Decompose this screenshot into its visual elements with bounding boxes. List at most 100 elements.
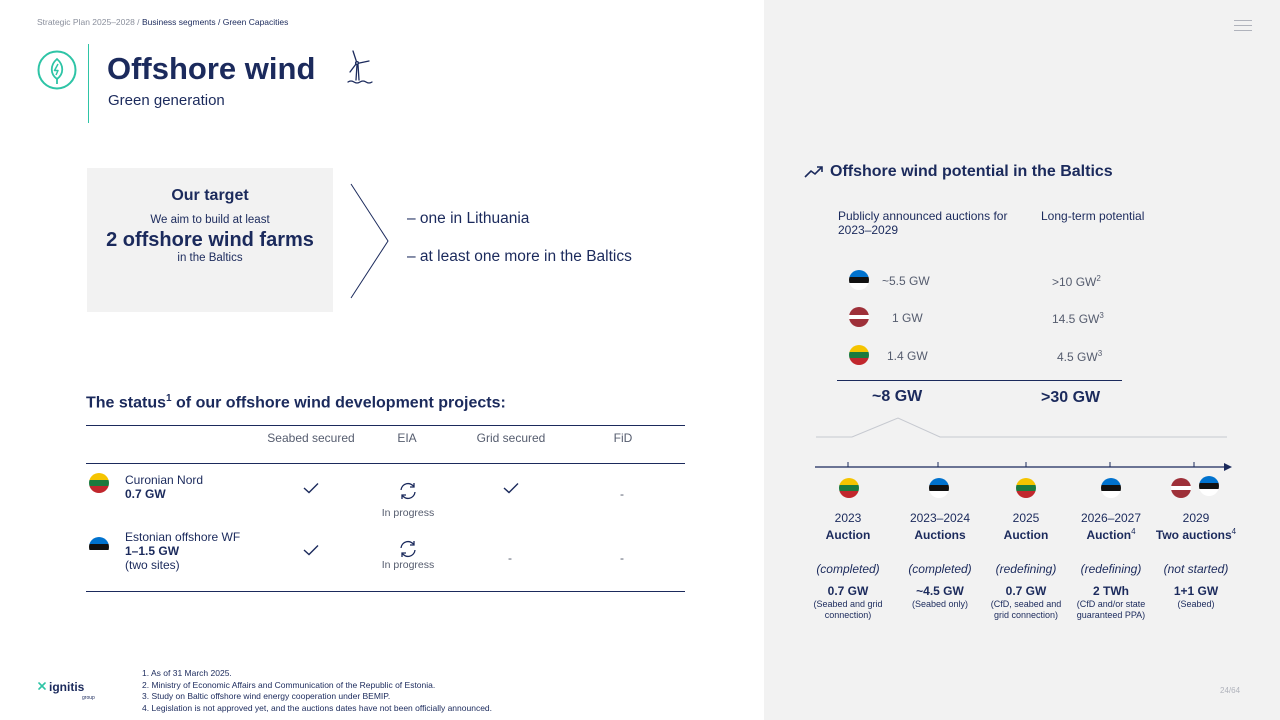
longterm-number: >10 GW	[1052, 275, 1097, 289]
target-title: Our target	[171, 187, 249, 204]
year-text: 2023	[834, 511, 862, 525]
project-extra: (two sites)	[125, 558, 180, 572]
auction-note: (Seabed)	[1177, 599, 1215, 609]
table-bottom-rule	[86, 591, 685, 592]
footnote-ref: 3	[1099, 311, 1104, 320]
chevron-right-icon	[350, 183, 389, 299]
col-head-announced: Publicly announced auctions for 2023–202…	[838, 209, 1008, 237]
auction-note: (Seabed only)	[911, 599, 969, 609]
footnote-ref: 4	[1131, 527, 1136, 536]
year-text: 2029	[1182, 511, 1210, 525]
project-capacity: 0.7 GW	[125, 487, 166, 501]
auction-status: (redefining)	[995, 562, 1057, 576]
auction-label: Two auctions	[1155, 528, 1232, 542]
longterm-number: 4.5 GW	[1057, 350, 1098, 364]
year-text: 2023–2024	[909, 511, 971, 525]
footnote-3: 3. Study on Baltic offshore wind energy …	[142, 691, 391, 701]
auction-label: Auction	[825, 528, 871, 542]
longterm-value: 4.5 GW3	[1057, 349, 1102, 364]
target-main: 2 offshore wind farms	[106, 229, 314, 251]
auction-label: Auction	[1086, 528, 1132, 542]
flag-lithuania-icon	[849, 345, 869, 365]
flag-estonia-icon	[89, 537, 109, 557]
flag-lithuania-icon	[1016, 478, 1036, 498]
breadcrumb-prefix[interactable]: Strategic Plan 2025–2028 /	[37, 17, 140, 27]
fid-value: -	[620, 487, 624, 501]
announced-value: 1.4 GW	[887, 349, 928, 363]
auction-capacity: 2 TWh	[1093, 584, 1129, 598]
flag-estonia-icon	[929, 478, 949, 498]
flag-estonia-icon	[849, 270, 869, 290]
target-line1: We aim to build at least	[150, 214, 270, 226]
wind-turbine-icon	[347, 50, 373, 84]
ignitis-logo: ignitis group	[38, 680, 95, 701]
potential-total-rule	[837, 380, 1122, 381]
total-longterm: >30 GW	[1041, 389, 1101, 406]
refresh-icon	[400, 540, 416, 558]
col-head-eia: EIA	[397, 431, 417, 445]
breadcrumb: Strategic Plan 2025–2028 / Business segm…	[37, 17, 288, 27]
header-divider	[88, 44, 89, 123]
auction-capacity: 1+1 GW	[1173, 584, 1219, 598]
auction-status: (not started)	[1163, 562, 1229, 576]
timeline-axis	[815, 417, 1232, 471]
col-head-grid: Grid secured	[476, 431, 546, 445]
table-row: Estonian offshore WF 1–1.5 GW (two sites…	[125, 530, 240, 572]
longterm-value: >10 GW2	[1052, 274, 1101, 289]
footnote-ref: 4	[1231, 527, 1237, 536]
check-icon	[303, 483, 319, 494]
check-icon	[303, 545, 319, 556]
footnote-ref: 2	[1096, 274, 1101, 283]
footnote-2: 2. Ministry of Economic Affairs and Comm…	[142, 679, 436, 690]
longterm-number: 14.5 GW	[1052, 312, 1100, 326]
auction-note: (CfD, seabed and grid connection)	[990, 599, 1062, 620]
menu-icon[interactable]	[1234, 20, 1252, 32]
check-icon	[503, 483, 519, 494]
breadcrumb-current[interactable]: Business segments / Green Capacities	[141, 17, 289, 27]
target-bullet-1: – one in Lithuania	[407, 210, 530, 227]
year-text: 2025	[1012, 511, 1040, 525]
page-number: 24/64	[1220, 686, 1241, 695]
announced-value: 1 GW	[892, 311, 923, 325]
flag-estonia-icon	[1101, 478, 1121, 498]
timeline-year: 2029 Two auctions4	[1141, 511, 1251, 542]
project-capacity: 1–1.5 GW	[125, 544, 180, 558]
footnote-1: 1. As of 31 March 2025.	[142, 668, 232, 678]
announced-value: ~5.5 GW	[882, 274, 930, 288]
status-heading: The status1 of our offshore wind develop…	[86, 393, 506, 412]
timeline-year: 2023–2024 Auctions	[885, 511, 995, 542]
footnote-ref: 1	[166, 393, 172, 404]
refresh-icon	[400, 482, 416, 500]
page-title: Offshore wind	[107, 51, 316, 86]
table-row: Curonian Nord 0.7 GW	[125, 473, 203, 501]
footnotes: 1. As of 31 March 2025. 2. Ministry of E…	[142, 668, 492, 714]
auction-label: Auctions	[914, 528, 966, 542]
status-heading-rest: of our offshore wind development project…	[171, 394, 506, 412]
eia-status-text: In progress	[381, 559, 435, 571]
col-head-longterm: Long-term potential	[1041, 209, 1145, 223]
col-head-fid: FiD	[613, 431, 633, 445]
col-head-seabed: Seabed secured	[267, 431, 355, 445]
logo-subtext: group	[82, 695, 95, 701]
flag-latvia-icon	[849, 307, 869, 327]
flag-latvia-icon	[1171, 478, 1191, 498]
auction-capacity: 0.7 GW	[827, 584, 869, 598]
target-box: Our target We aim to build at least 2 of…	[87, 168, 333, 312]
auction-capacity: 0.7 GW	[1005, 584, 1047, 598]
flag-estonia-icon	[1199, 476, 1219, 496]
timeline-year: 2025 Auction	[971, 511, 1081, 542]
logo-text: ignitis	[49, 680, 85, 694]
total-announced: ~8 GW	[872, 388, 923, 405]
year-text: 2026–2027	[1080, 511, 1142, 525]
page-subtitle: Green generation	[108, 92, 225, 109]
target-bullet-2: – at least one more in the Baltics	[407, 248, 632, 265]
status-heading-start: The status	[86, 394, 167, 412]
target-line2: in the Baltics	[177, 252, 243, 264]
fid-value: -	[620, 551, 624, 565]
longterm-value: 14.5 GW3	[1052, 311, 1104, 326]
table-top-rule	[86, 425, 685, 426]
leaf-bolt-icon	[37, 50, 77, 90]
trend-up-icon	[804, 166, 823, 178]
auction-label: Auction	[1003, 528, 1049, 542]
auction-note: (Seabed and grid connection)	[813, 599, 883, 620]
